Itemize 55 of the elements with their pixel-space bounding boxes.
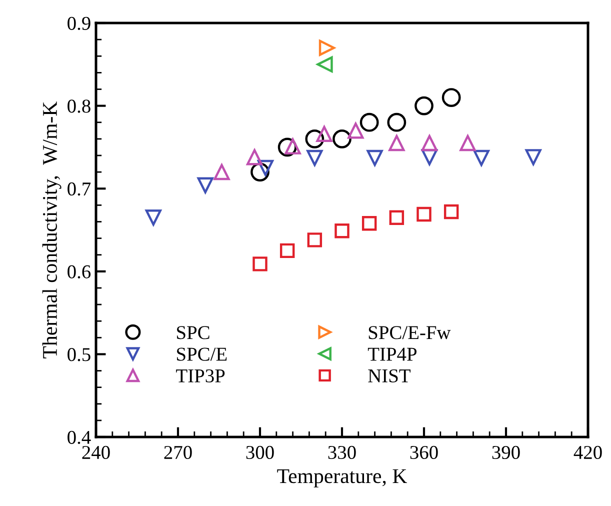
point: [388, 135, 405, 152]
point: [257, 160, 274, 176]
x-tick-label: 390: [492, 446, 520, 460]
point: [444, 204, 459, 220]
point: [307, 232, 322, 248]
point: [284, 138, 301, 154]
point: [332, 129, 352, 148]
point: [416, 206, 432, 222]
y-tick-label: 0.9: [68, 16, 90, 30]
point: [389, 210, 404, 225]
point: [306, 150, 323, 166]
point: [214, 164, 230, 180]
point: [362, 216, 377, 231]
x-axis-title: Temperature, K: [277, 469, 407, 488]
point: [280, 243, 295, 258]
point: [360, 112, 379, 132]
legend-label: NIST: [368, 369, 410, 382]
legend-label: TIP4P: [368, 348, 417, 361]
point: [250, 162, 270, 182]
point: [316, 56, 333, 72]
y-tick-label: 0.8: [68, 100, 90, 113]
x-tick-label: 270: [164, 446, 192, 460]
legend-label: SPC: [177, 326, 210, 340]
y-tick-label: 0.5: [68, 348, 90, 362]
point: [473, 150, 490, 166]
point: [348, 122, 364, 139]
legend-label: SPC/E-Fw: [368, 326, 451, 340]
legend-label: SPC/E: [177, 348, 227, 361]
point: [460, 135, 476, 152]
point: [421, 135, 438, 152]
x-tick-label: 300: [246, 446, 274, 460]
y-tick-label: 0.7: [68, 182, 91, 196]
y-tick-label: 0.4: [68, 430, 91, 444]
point: [525, 149, 542, 166]
y-tick-label: 0.6: [68, 265, 91, 278]
point: [278, 138, 297, 157]
point: [387, 112, 406, 132]
x-tick-label: 330: [328, 446, 356, 460]
legend-label: TIP3P: [176, 369, 225, 382]
point: [366, 150, 383, 166]
point: [246, 149, 263, 166]
point: [421, 149, 438, 166]
point: [414, 96, 434, 116]
point: [318, 40, 336, 56]
y-axis-title: Thermal conductivity, W/m-K: [42, 101, 62, 358]
point: [442, 88, 461, 107]
point: [252, 256, 268, 272]
point: [305, 129, 324, 148]
point: [316, 126, 332, 142]
point: [197, 177, 214, 194]
x-tick-label: 240: [82, 446, 110, 460]
point: [145, 210, 162, 226]
x-tick-label: 360: [410, 446, 438, 460]
point: [334, 223, 350, 238]
x-tick-label: 420: [574, 446, 602, 460]
